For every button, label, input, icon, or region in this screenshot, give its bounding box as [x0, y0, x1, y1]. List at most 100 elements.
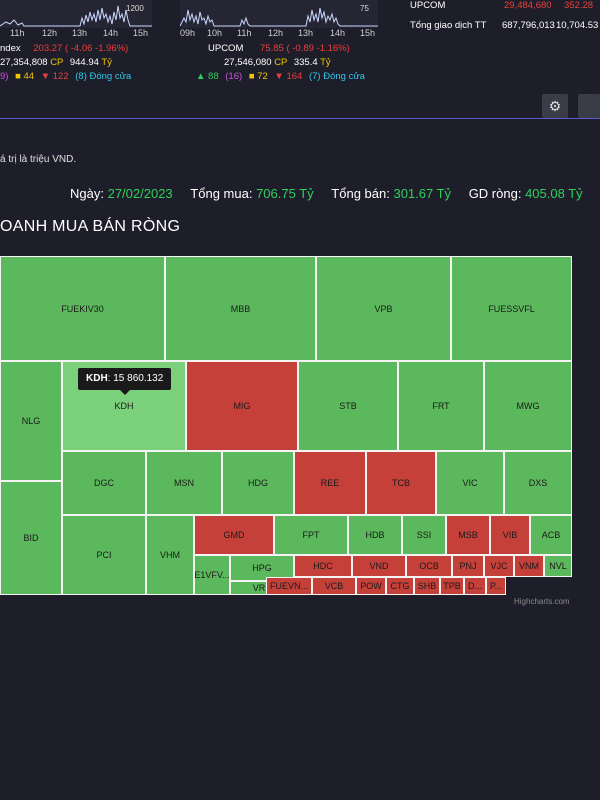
breadth-line-2: ▲ 88 (16) ■ 72 ▼ 164 (7) Đóng cửa — [196, 71, 365, 82]
buy-value: 706.75 Tỷ — [256, 186, 314, 201]
treemap-tile-ssi[interactable]: SSI — [402, 515, 446, 555]
volume: 27,354,808 — [0, 57, 48, 68]
axis-tick: 11h — [237, 28, 252, 38]
chart-credits[interactable]: Highcharts.com — [514, 597, 570, 606]
treemap-tile-ree[interactable]: REE — [294, 451, 366, 515]
axis-tick: 12h — [42, 28, 58, 38]
treemap-tile-pnj[interactable]: PNJ — [452, 555, 484, 577]
treemap-tile-nvl[interactable]: NVL — [544, 555, 572, 577]
index-name: UPCOM — [208, 43, 244, 54]
summary-row: Ngày: 27/02/2023 Tổng mua: 706.75 Tỷ Tổn… — [70, 186, 583, 201]
treemap-tile-hdc[interactable]: HDC — [294, 555, 352, 577]
index-value: 203.27 — [33, 43, 63, 54]
square-icon: ■ — [248, 71, 255, 82]
treemap-tooltip: KDH: 15 860.132 — [78, 368, 172, 395]
sparkline-top-label-1: 1200 — [126, 4, 144, 13]
net-label: GD ròng: — [468, 186, 522, 201]
trade-value: 335.4 — [293, 57, 318, 68]
sparkline-top-label-2: 75 — [360, 4, 369, 13]
totals-volume: 687,796,013 — [502, 20, 555, 31]
down-count: 122 — [52, 71, 69, 82]
index-change: ( -4.06 -1.96%) — [64, 43, 129, 54]
axis-tick: 14h — [330, 28, 346, 38]
treemap-tile-dgc[interactable]: DGC — [62, 451, 146, 515]
flat-count: 44 — [23, 71, 35, 82]
treemap-tile-stb[interactable]: STB — [298, 361, 398, 451]
treemap-tile-vhm[interactable]: VHM — [146, 515, 194, 595]
date-value: 27/02/2023 — [107, 186, 173, 201]
treemap-tile-hdb[interactable]: HDB — [348, 515, 402, 555]
treemap-tile-shb[interactable]: SHB — [414, 577, 440, 595]
totals-volume: 29,484,680 — [504, 0, 552, 11]
unit-label: Tỷ — [320, 57, 331, 68]
treemap-tile-ocb[interactable]: OCB — [406, 555, 452, 577]
treemap-tile-vjc[interactable]: VJC — [484, 555, 514, 577]
ceiling-count: (16) — [225, 71, 243, 82]
axis-tick: 14h — [103, 28, 119, 38]
treemap-tile-ctg[interactable]: CTG — [386, 577, 414, 595]
volume-line-1: 27,354,808 CP 944.94 Tỷ — [0, 57, 112, 68]
header-divider — [0, 118, 600, 119]
sell-label: Tổng bán: — [331, 186, 390, 201]
treemap-tile-e1vfv[interactable]: E1VFV... — [194, 555, 230, 595]
treemap-tile-nlg[interactable]: NLG — [0, 361, 62, 481]
sell-value: 301.67 Tỷ — [393, 186, 452, 201]
index-change: ( -0.89 -1.16%) — [286, 43, 350, 54]
closed-status: (7) Đóng cửa — [308, 71, 365, 82]
volume-line-2: 27,546,080 CP 335.4 Tỷ — [224, 57, 331, 68]
axis-tick: 15h — [360, 28, 376, 38]
axis-tick: 09h — [180, 28, 196, 38]
treemap-tile-msb[interactable]: MSB — [446, 515, 490, 555]
treemap-tile-fuessvfl[interactable]: FUESSVFL — [451, 256, 572, 361]
toolbar-button[interactable] — [578, 94, 600, 118]
treemap-tile-hpg[interactable]: HPG — [230, 555, 294, 581]
index-name: ndex — [0, 43, 21, 54]
treemap-tile-vic[interactable]: VIC — [436, 451, 504, 515]
down-arrow-icon: ▼ — [40, 71, 51, 82]
treemap-tile-hdg[interactable]: HDG — [222, 451, 294, 515]
treemap-tile-pci[interactable]: PCI — [62, 515, 146, 595]
cp-label: CP — [50, 57, 64, 68]
flat-count: 72 — [257, 71, 268, 82]
treemap-tile-pow[interactable]: POW — [356, 577, 386, 595]
treemap-tile-mig[interactable]: MIG — [186, 361, 298, 451]
treemap-tile-fuekiv30[interactable]: FUEKIV30 — [0, 256, 165, 361]
treemap-tile-mwg[interactable]: MWG — [484, 361, 572, 451]
treemap-tile-d[interactable]: D... — [464, 577, 486, 595]
volume: 27,546,080 — [224, 57, 272, 68]
tooltip-value: 15 860.132 — [113, 373, 164, 384]
treemap-tile-vpb[interactable]: VPB — [316, 256, 451, 361]
treemap-tile-vcb[interactable]: VCB — [312, 577, 356, 595]
treemap-tile-gmd[interactable]: GMD — [194, 515, 274, 555]
axis-tick: 11h — [10, 28, 25, 38]
totals-label: UPCOM — [410, 0, 446, 11]
treemap-tile-p[interactable]: P... — [486, 577, 506, 595]
treemap-tile-frt[interactable]: FRT — [398, 361, 484, 451]
up-count: 88 — [208, 71, 219, 82]
down-count: 164 — [286, 71, 303, 82]
treemap-tile-bid[interactable]: BID — [0, 481, 62, 595]
treemap-tile-tcb[interactable]: TCB — [366, 451, 436, 515]
trade-value: 944.94 — [69, 57, 99, 68]
unit-note: á trị là triệu VND. — [0, 154, 77, 165]
unit-label: Tỷ — [101, 57, 112, 68]
breadth-line-1: 9) ■ 44 ▼ 122 (8) Đóng cửa — [0, 71, 131, 82]
treemap-tile-dxs[interactable]: DXS — [504, 451, 572, 515]
treemap-tile-msn[interactable]: MSN — [146, 451, 222, 515]
section-title: OANH MUA BÁN RÒNG — [0, 218, 181, 235]
sparkline-chart-2 — [180, 0, 378, 28]
closed-status: (8) Đóng cửa — [75, 71, 132, 82]
treemap-tile-fuevn[interactable]: FUEVN... — [266, 577, 312, 595]
treemap-tile-vnm[interactable]: VNM — [514, 555, 544, 577]
cp-label: CP — [274, 57, 288, 68]
date-label: Ngày: — [70, 186, 104, 201]
treemap-tile-mbb[interactable]: MBB — [165, 256, 316, 361]
treemap-tile-vib[interactable]: VIB — [490, 515, 530, 555]
treemap-tile-acb[interactable]: ACB — [530, 515, 572, 555]
treemap-tile-vnd[interactable]: VND — [352, 555, 406, 577]
buy-label: Tổng mua: — [190, 186, 253, 201]
index-line-2: UPCOM 75.85 ( -0.89 -1.16%) — [208, 43, 350, 54]
treemap-tile-fpt[interactable]: FPT — [274, 515, 348, 555]
treemap-tile-tpb[interactable]: TPB — [440, 577, 464, 595]
settings-button[interactable]: ⚙ — [542, 94, 568, 118]
